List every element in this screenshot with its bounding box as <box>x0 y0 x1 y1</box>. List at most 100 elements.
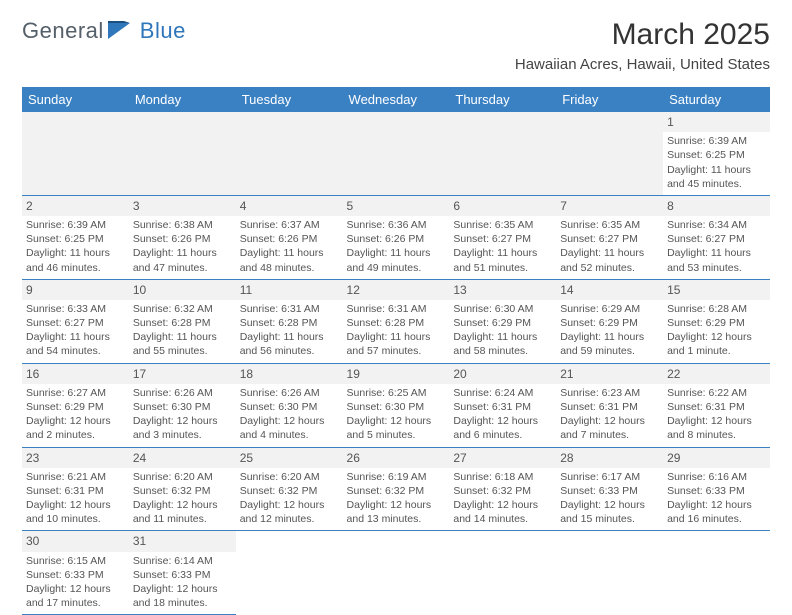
weekday-header: Tuesday <box>236 87 343 112</box>
day-sunrise: Sunrise: 6:29 AM <box>560 302 659 316</box>
day-daylight: Daylight: 11 hours and 56 minutes. <box>240 330 339 358</box>
day-sunrise: Sunrise: 6:27 AM <box>26 386 125 400</box>
day-number: 22 <box>663 364 770 384</box>
calendar-week-row: 16Sunrise: 6:27 AMSunset: 6:29 PMDayligh… <box>22 363 770 447</box>
calendar-day-cell: 21Sunrise: 6:23 AMSunset: 6:31 PMDayligh… <box>556 363 663 447</box>
day-number: 12 <box>343 280 450 300</box>
day-sunrise: Sunrise: 6:38 AM <box>133 218 232 232</box>
day-daylight: Daylight: 11 hours and 48 minutes. <box>240 246 339 274</box>
calendar-day-cell: 4Sunrise: 6:37 AMSunset: 6:26 PMDaylight… <box>236 195 343 279</box>
calendar-day-cell: 9Sunrise: 6:33 AMSunset: 6:27 PMDaylight… <box>22 279 129 363</box>
day-number: 6 <box>449 196 556 216</box>
day-sunset: Sunset: 6:31 PM <box>560 400 659 414</box>
day-daylight: Daylight: 12 hours and 12 minutes. <box>240 498 339 526</box>
day-sunset: Sunset: 6:33 PM <box>560 484 659 498</box>
calendar-day-cell: 30Sunrise: 6:15 AMSunset: 6:33 PMDayligh… <box>22 531 129 615</box>
day-sunrise: Sunrise: 6:21 AM <box>26 470 125 484</box>
day-sunrise: Sunrise: 6:31 AM <box>240 302 339 316</box>
day-sunset: Sunset: 6:27 PM <box>26 316 125 330</box>
day-sunset: Sunset: 6:32 PM <box>453 484 552 498</box>
calendar-day-cell: 5Sunrise: 6:36 AMSunset: 6:26 PMDaylight… <box>343 195 450 279</box>
calendar-day-cell: 11Sunrise: 6:31 AMSunset: 6:28 PMDayligh… <box>236 279 343 363</box>
day-number: 18 <box>236 364 343 384</box>
day-daylight: Daylight: 11 hours and 58 minutes. <box>453 330 552 358</box>
day-sunrise: Sunrise: 6:31 AM <box>347 302 446 316</box>
day-daylight: Daylight: 12 hours and 17 minutes. <box>26 582 125 610</box>
day-number: 31 <box>129 531 236 551</box>
calendar-header-row: SundayMondayTuesdayWednesdayThursdayFrid… <box>22 87 770 112</box>
calendar-week-row: 1Sunrise: 6:39 AMSunset: 6:25 PMDaylight… <box>22 112 770 195</box>
day-daylight: Daylight: 12 hours and 7 minutes. <box>560 414 659 442</box>
title-block: March 2025 Hawaiian Acres, Hawaii, Unite… <box>515 18 770 73</box>
calendar-day-cell: 25Sunrise: 6:20 AMSunset: 6:32 PMDayligh… <box>236 447 343 531</box>
day-daylight: Daylight: 12 hours and 3 minutes. <box>133 414 232 442</box>
day-number: 3 <box>129 196 236 216</box>
day-daylight: Daylight: 11 hours and 49 minutes. <box>347 246 446 274</box>
day-sunrise: Sunrise: 6:26 AM <box>240 386 339 400</box>
day-sunset: Sunset: 6:26 PM <box>133 232 232 246</box>
day-sunset: Sunset: 6:29 PM <box>667 316 766 330</box>
day-sunrise: Sunrise: 6:16 AM <box>667 470 766 484</box>
calendar-empty-cell <box>343 112 450 195</box>
day-number: 4 <box>236 196 343 216</box>
day-sunrise: Sunrise: 6:15 AM <box>26 554 125 568</box>
calendar-empty-cell <box>22 112 129 195</box>
day-sunset: Sunset: 6:28 PM <box>347 316 446 330</box>
day-number: 9 <box>22 280 129 300</box>
day-daylight: Daylight: 12 hours and 13 minutes. <box>347 498 446 526</box>
day-daylight: Daylight: 12 hours and 10 minutes. <box>26 498 125 526</box>
day-sunrise: Sunrise: 6:35 AM <box>560 218 659 232</box>
weekday-header: Wednesday <box>343 87 450 112</box>
calendar-body: 1Sunrise: 6:39 AMSunset: 6:25 PMDaylight… <box>22 112 770 615</box>
day-daylight: Daylight: 12 hours and 11 minutes. <box>133 498 232 526</box>
calendar-day-cell: 28Sunrise: 6:17 AMSunset: 6:33 PMDayligh… <box>556 447 663 531</box>
day-daylight: Daylight: 12 hours and 5 minutes. <box>347 414 446 442</box>
calendar-empty-cell <box>663 531 770 615</box>
calendar-week-row: 30Sunrise: 6:15 AMSunset: 6:33 PMDayligh… <box>22 531 770 615</box>
day-number: 19 <box>343 364 450 384</box>
day-sunset: Sunset: 6:33 PM <box>26 568 125 582</box>
calendar-day-cell: 2Sunrise: 6:39 AMSunset: 6:25 PMDaylight… <box>22 195 129 279</box>
day-number: 15 <box>663 280 770 300</box>
calendar-day-cell: 17Sunrise: 6:26 AMSunset: 6:30 PMDayligh… <box>129 363 236 447</box>
day-sunrise: Sunrise: 6:35 AM <box>453 218 552 232</box>
day-number: 16 <box>22 364 129 384</box>
day-number: 21 <box>556 364 663 384</box>
day-number: 17 <box>129 364 236 384</box>
day-sunrise: Sunrise: 6:30 AM <box>453 302 552 316</box>
day-number: 23 <box>22 448 129 468</box>
day-number: 26 <box>343 448 450 468</box>
calendar-table: SundayMondayTuesdayWednesdayThursdayFrid… <box>22 87 770 615</box>
location-subtitle: Hawaiian Acres, Hawaii, United States <box>515 56 770 73</box>
calendar-empty-cell <box>449 112 556 195</box>
day-sunset: Sunset: 6:26 PM <box>240 232 339 246</box>
day-number: 27 <box>449 448 556 468</box>
calendar-day-cell: 18Sunrise: 6:26 AMSunset: 6:30 PMDayligh… <box>236 363 343 447</box>
day-daylight: Daylight: 11 hours and 45 minutes. <box>667 163 766 191</box>
logo-text-general: General <box>22 18 104 44</box>
calendar-week-row: 23Sunrise: 6:21 AMSunset: 6:31 PMDayligh… <box>22 447 770 531</box>
day-number: 5 <box>343 196 450 216</box>
calendar-day-cell: 16Sunrise: 6:27 AMSunset: 6:29 PMDayligh… <box>22 363 129 447</box>
day-daylight: Daylight: 11 hours and 52 minutes. <box>560 246 659 274</box>
day-number: 8 <box>663 196 770 216</box>
calendar-week-row: 9Sunrise: 6:33 AMSunset: 6:27 PMDaylight… <box>22 279 770 363</box>
day-sunset: Sunset: 6:27 PM <box>560 232 659 246</box>
day-daylight: Daylight: 12 hours and 14 minutes. <box>453 498 552 526</box>
day-daylight: Daylight: 11 hours and 47 minutes. <box>133 246 232 274</box>
logo-flag-icon <box>108 21 136 41</box>
day-sunrise: Sunrise: 6:22 AM <box>667 386 766 400</box>
page-title: March 2025 <box>515 18 770 52</box>
day-sunset: Sunset: 6:33 PM <box>133 568 232 582</box>
day-daylight: Daylight: 11 hours and 53 minutes. <box>667 246 766 274</box>
day-daylight: Daylight: 11 hours and 54 minutes. <box>26 330 125 358</box>
day-daylight: Daylight: 12 hours and 2 minutes. <box>26 414 125 442</box>
calendar-empty-cell <box>343 531 450 615</box>
day-sunset: Sunset: 6:27 PM <box>667 232 766 246</box>
day-number: 2 <box>22 196 129 216</box>
day-sunset: Sunset: 6:30 PM <box>347 400 446 414</box>
day-sunset: Sunset: 6:31 PM <box>26 484 125 498</box>
weekday-header: Monday <box>129 87 236 112</box>
day-sunset: Sunset: 6:28 PM <box>240 316 339 330</box>
day-sunrise: Sunrise: 6:20 AM <box>240 470 339 484</box>
